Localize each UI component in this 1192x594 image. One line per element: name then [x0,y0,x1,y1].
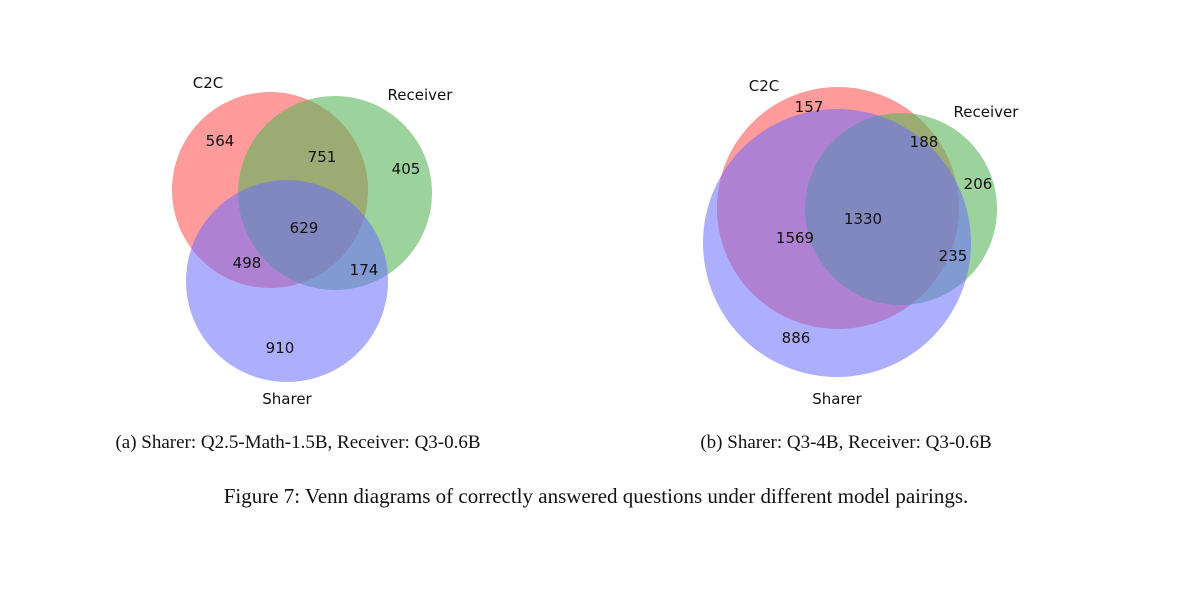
region-c2c-receiver: 751 [308,148,337,166]
set-label-c2c: C2C [749,77,780,95]
region-sharer-only: 886 [782,329,811,347]
set-label-receiver: Receiver [388,86,454,104]
region-all-three: 629 [290,219,319,237]
set-label-sharer: Sharer [812,390,862,408]
subcaption-a: (a) Sharer: Q2.5-Math-1.5B, Receiver: Q3… [115,432,481,453]
figure-caption: Figure 7: Venn diagrams of correctly ans… [223,484,969,508]
subcaption-b: (b) Sharer: Q3-4B, Receiver: Q3-0.6B [700,432,992,453]
region-c2c-only: 157 [795,98,824,116]
set-label-receiver: Receiver [954,103,1020,121]
set-circles [172,92,432,382]
region-receiver-sharer: 235 [939,247,968,265]
region-c2c-receiver: 188 [910,133,939,151]
set-label-sharer: Sharer [262,390,312,408]
venn-diagram-a: C2C Receiver Sharer 564 751 405 629 498 … [172,74,454,408]
set-circles [703,87,997,377]
circle-sharer [703,109,971,377]
circle-sharer [186,180,388,382]
set-label-c2c: C2C [193,74,224,92]
region-all-three: 1330 [844,210,882,228]
region-sharer-only: 910 [266,339,295,357]
region-c2c-sharer: 1569 [776,229,814,247]
region-c2c-sharer: 498 [233,254,262,272]
venn-diagram-b: C2C Receiver Sharer 157 188 206 1330 156… [703,77,1020,408]
region-receiver-only: 405 [392,160,421,178]
region-receiver-only: 206 [964,175,993,193]
region-receiver-sharer: 174 [350,261,379,279]
region-c2c-only: 564 [206,132,235,150]
